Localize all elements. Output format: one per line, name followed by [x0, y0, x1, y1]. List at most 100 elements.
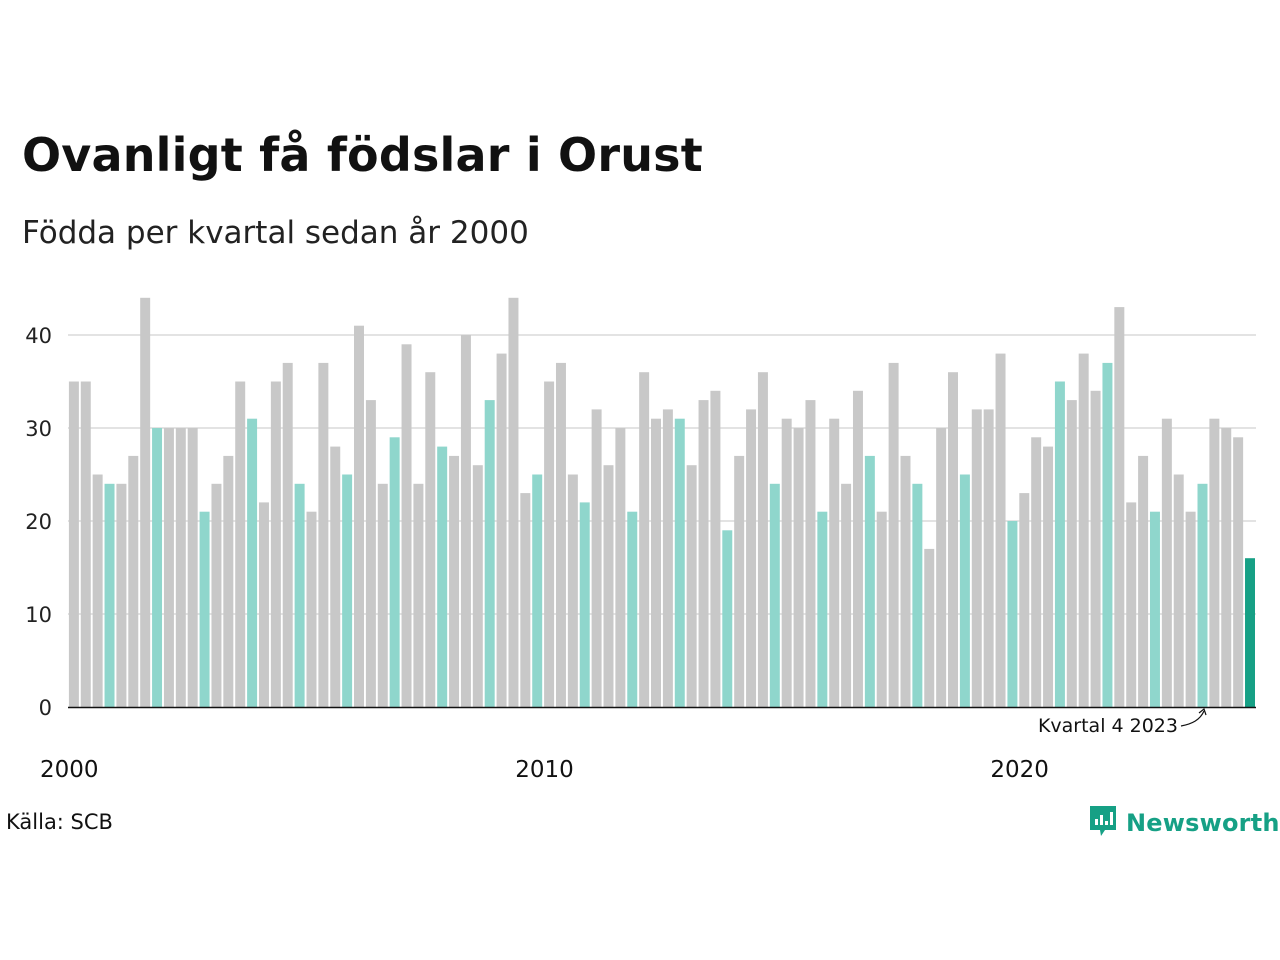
- bar: [175, 428, 186, 707]
- bar: [615, 428, 626, 707]
- bar: [781, 418, 792, 707]
- bar: [449, 455, 460, 707]
- bar: [342, 474, 353, 707]
- x-tick-label: 2020: [990, 757, 1049, 783]
- bar: [68, 381, 79, 707]
- bar: [128, 455, 139, 707]
- bar: [1138, 455, 1149, 707]
- annotation-label: Kvartal 4 2023: [1038, 715, 1178, 737]
- bar: [983, 409, 994, 707]
- bar: [888, 362, 899, 707]
- y-tick-label: 0: [39, 696, 52, 720]
- bar: [674, 418, 685, 707]
- bar: [1209, 418, 1220, 707]
- bar: [1043, 446, 1054, 707]
- annotation-arrow: [1180, 710, 1205, 727]
- bar: [294, 483, 305, 707]
- bar: [805, 400, 816, 707]
- source-label: Källa: SCB: [6, 810, 113, 834]
- bar: [971, 409, 982, 707]
- bar: [187, 428, 198, 707]
- bar: [757, 372, 768, 707]
- bar: [579, 502, 590, 707]
- bar: [1090, 390, 1101, 707]
- bar: [627, 511, 638, 707]
- bar: [1007, 521, 1018, 707]
- x-tick-label: 2010: [515, 757, 574, 783]
- bar: [377, 483, 388, 707]
- bar: [223, 455, 234, 707]
- bars: [68, 297, 1255, 707]
- bar: [591, 409, 602, 707]
- bar: [520, 493, 531, 707]
- bar: [746, 409, 757, 707]
- x-tick-label: 2000: [40, 757, 99, 783]
- bar: [472, 465, 483, 707]
- bar: [1066, 400, 1077, 707]
- bar: [567, 474, 578, 707]
- bar: [140, 297, 151, 707]
- bar: [1197, 483, 1208, 707]
- bar: [864, 455, 875, 707]
- bar: [995, 353, 1006, 707]
- bar: [235, 381, 246, 707]
- bar: [152, 428, 163, 707]
- bar: [496, 353, 507, 707]
- bar: [900, 455, 911, 707]
- bar: [199, 511, 210, 707]
- bar: [116, 483, 127, 707]
- bar: [389, 437, 400, 707]
- gridlines: [68, 334, 1256, 615]
- bar: [92, 474, 103, 707]
- bar: [1054, 381, 1065, 707]
- bar: [1161, 418, 1172, 707]
- bar: [722, 530, 733, 707]
- y-tick-label: 10: [25, 603, 52, 627]
- chart-title: Ovanligt få födslar i Orust: [22, 128, 703, 182]
- bar: [936, 428, 947, 707]
- bar: [1245, 558, 1255, 707]
- bar: [1102, 362, 1113, 707]
- bar: [247, 418, 258, 707]
- bar: [104, 483, 115, 707]
- bar: [686, 465, 697, 707]
- bar: [734, 455, 745, 707]
- y-tick-label: 20: [25, 510, 52, 534]
- bar: [841, 483, 852, 707]
- bar: [793, 428, 804, 707]
- annotation: Kvartal 4 2023: [1038, 707, 1207, 737]
- bar: [769, 483, 780, 707]
- bar: [948, 372, 958, 707]
- bar: [1114, 307, 1125, 707]
- brand-name: Newsworthy: [1126, 809, 1280, 837]
- bar: [1233, 437, 1244, 707]
- bar: [1185, 511, 1196, 707]
- y-tick-label: 30: [25, 417, 52, 441]
- bar: [413, 483, 424, 707]
- bar: [80, 381, 91, 707]
- bar: [852, 390, 863, 707]
- bar: [1078, 353, 1089, 707]
- bar: [555, 362, 566, 707]
- bar: [211, 483, 222, 707]
- bar: [1019, 493, 1030, 707]
- bar: [817, 511, 828, 707]
- y-axis-labels: 0 10 20 30 40: [25, 324, 52, 720]
- bar: [354, 325, 364, 707]
- bar: [829, 418, 840, 707]
- newsworthy-logo[interactable]: Newsworthy: [1088, 804, 1280, 842]
- bar: [306, 511, 317, 707]
- bar: [603, 465, 614, 707]
- bar: [258, 502, 269, 707]
- bar: [425, 372, 436, 707]
- bar: [959, 474, 970, 707]
- bar: [532, 474, 543, 707]
- bar: [924, 548, 935, 707]
- bar: [401, 344, 412, 707]
- bar: [163, 428, 174, 707]
- bar: [1221, 428, 1232, 707]
- bar: [698, 400, 709, 707]
- bar: [484, 400, 495, 707]
- bar: [639, 372, 650, 707]
